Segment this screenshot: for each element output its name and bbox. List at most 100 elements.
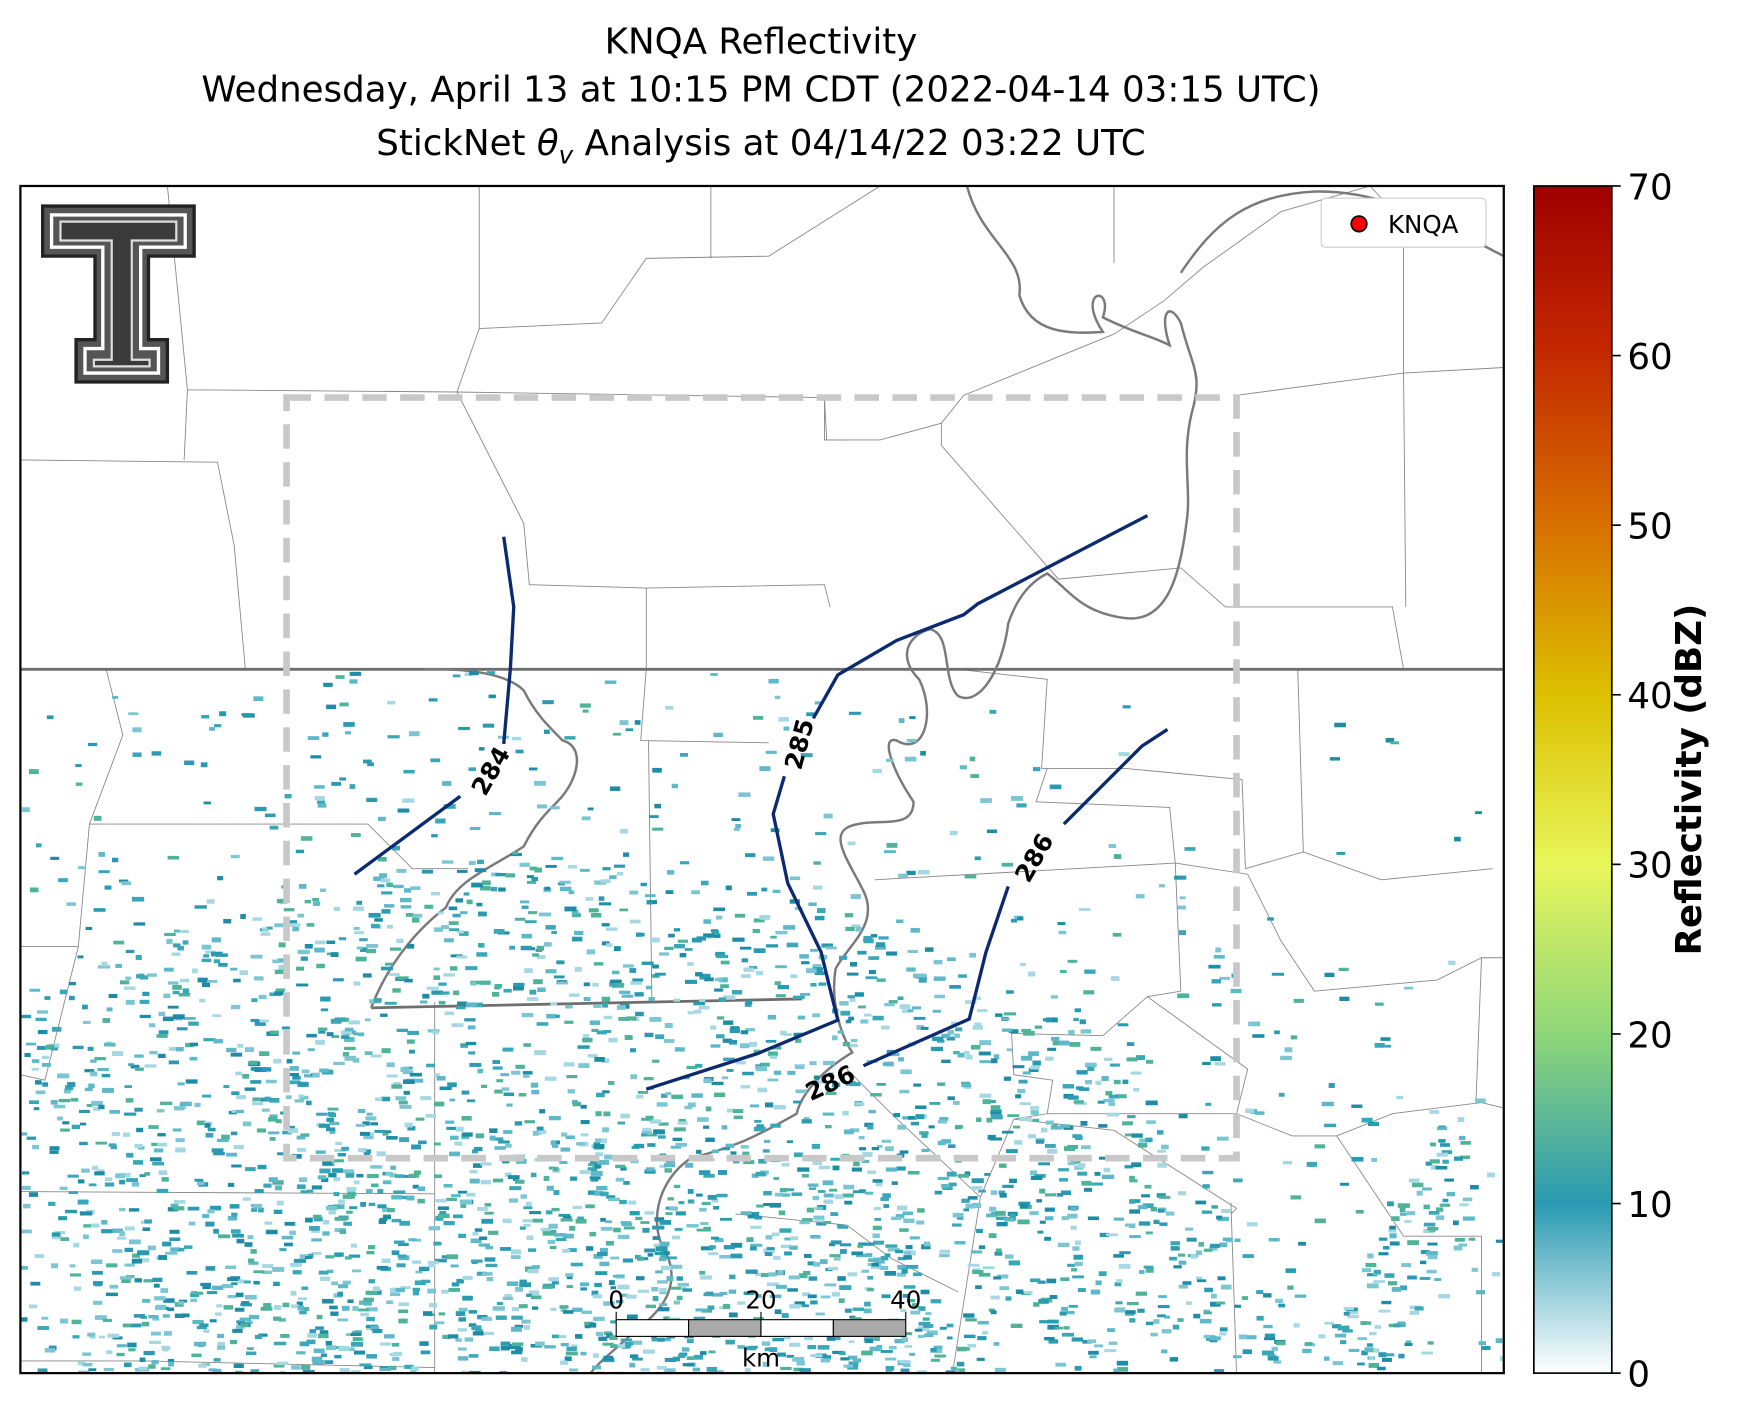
radar-echo [572,1101,581,1107]
radar-echo [287,1125,295,1130]
radar-echo [779,1187,788,1193]
radar-echo [205,1221,215,1227]
radar-echo [711,1081,724,1086]
radar-echo [583,997,591,1002]
radar-echo [679,861,690,865]
radar-echo [1361,1117,1373,1123]
radar-echo [407,1030,419,1036]
radar-echo [102,1318,113,1322]
radar-echo [560,1147,571,1152]
radar-echo [725,1339,735,1345]
radar-echo [761,1341,771,1346]
radar-echo [98,851,105,857]
radar-echo [868,1109,876,1114]
radar-echo [716,954,729,959]
radar-echo [1367,1253,1374,1259]
radar-echo [560,1218,573,1222]
radar-echo [792,995,805,1000]
radar-echo [549,806,560,810]
radar-echo [248,1258,255,1263]
radar-echo [236,1095,246,1100]
radar-echo [393,884,404,889]
radar-echo [550,1002,558,1006]
radar-echo [320,1353,328,1358]
radar-echo [1454,836,1461,842]
radar-echo [315,1326,324,1330]
radar-echo [495,872,507,877]
radar-echo [213,1228,219,1234]
radar-echo [367,1173,379,1179]
radar-echo [1122,1079,1129,1084]
radar-echo [733,1115,743,1120]
radar-echo [867,1262,874,1267]
radar-echo [68,1191,78,1195]
radar-echo [858,1147,866,1151]
radar-echo [565,1273,574,1277]
radar-echo [888,1000,898,1004]
radar-echo [548,1166,556,1170]
radar-echo [276,898,284,904]
radar-echo [674,1227,683,1231]
radar-echo [770,935,777,939]
radar-echo [1113,1254,1125,1258]
radar-echo [402,1079,415,1084]
radar-echo [299,1341,310,1347]
radar-echo [313,1216,323,1222]
radar-echo [464,1018,476,1022]
radar-echo [263,1183,272,1188]
radar-echo [599,1261,610,1267]
radar-echo [482,723,495,728]
radar-echo [784,1237,791,1241]
radar-echo [1298,1241,1306,1246]
radar-echo [911,1303,919,1308]
radar-echo [268,1177,278,1183]
radar-echo [372,1328,383,1334]
title-line: StickNet θv Analysis at 04/14/22 03:22 U… [376,123,1145,170]
radar-echo [989,1137,1002,1141]
radar-echo [1035,1140,1045,1144]
radar-echo [595,1271,608,1276]
radar-echo [552,1166,559,1172]
radar-echo [276,1200,284,1206]
radar-echo [816,1222,827,1226]
radar-echo [963,1334,976,1339]
radar-echo [556,960,565,965]
radar-echo [446,1254,459,1260]
radar-echo [1378,1352,1387,1358]
radar-echo [1203,1311,1212,1315]
radar-echo [546,1185,554,1191]
radar-echo [979,1040,992,1046]
radar-echo [334,1217,347,1221]
radar-echo [480,885,491,891]
radar-echo [1021,1028,1032,1033]
radar-echo [873,1206,881,1211]
radar-echo [878,936,889,940]
radar-echo [127,1342,137,1348]
radar-echo [913,1083,922,1087]
radar-echo [710,673,718,676]
radar-echo [449,966,458,971]
radar-echo [1202,1184,1210,1189]
radar-echo [1045,1120,1054,1125]
radar-echo [593,1316,605,1321]
radar-echo [318,1123,330,1128]
radar-echo [385,1171,393,1176]
radar-echo [451,1023,464,1028]
radar-echo [539,1109,546,1114]
radar-echo [1177,1191,1187,1196]
radar-echo [314,940,326,945]
radar-echo [619,908,628,912]
radar-echo [731,818,741,822]
radar-echo [230,1052,243,1057]
radar-echo [349,1206,358,1210]
radar-echo [1039,1220,1046,1224]
radar-echo [845,926,855,932]
radar-echo [756,1204,764,1208]
radar-echo [273,1209,283,1214]
radar-echo [296,966,304,971]
radar-echo [1478,1341,1486,1346]
radar-echo [366,948,376,954]
radar-echo [1082,1339,1092,1344]
radar-echo [126,1152,134,1158]
radar-echo [553,1190,560,1195]
